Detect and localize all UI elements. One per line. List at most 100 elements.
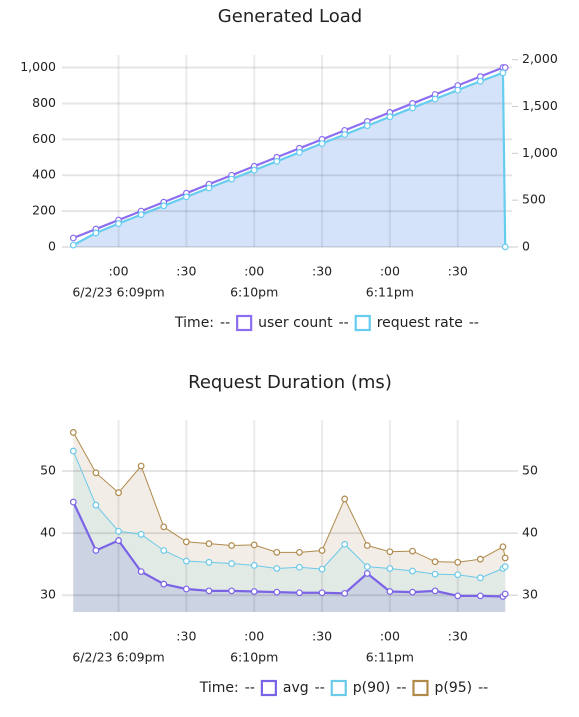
point — [205, 540, 213, 548]
point — [228, 587, 235, 595]
point — [431, 587, 439, 595]
x-tick-label: :00 — [244, 629, 264, 644]
x-tick-label: :30 — [176, 264, 196, 279]
legend: Time: -- avg -- p(90) -- p(95) -- — [199, 680, 488, 696]
point — [386, 588, 394, 595]
y-tick-label: 50 — [40, 462, 56, 477]
point — [296, 563, 303, 571]
y2-tick-label: 50 — [522, 462, 538, 477]
point — [431, 95, 439, 103]
point — [363, 542, 371, 549]
legend-value: -- — [396, 680, 406, 696]
point — [228, 560, 235, 567]
point — [115, 527, 122, 535]
x-tick-label: :00 — [380, 264, 400, 279]
point — [386, 113, 394, 121]
point — [69, 429, 77, 436]
legend-label: request rate — [377, 315, 463, 331]
point — [273, 565, 281, 572]
legend-value: -- — [469, 315, 479, 331]
y-tick-label: 200 — [32, 203, 56, 218]
point — [160, 523, 168, 531]
x-tick-label: :30 — [448, 629, 468, 644]
point — [386, 548, 394, 556]
legend-value: -- — [245, 680, 255, 696]
y2-tick-label: 0 — [522, 239, 530, 254]
area — [73, 72, 506, 247]
y-tick-label: 40 — [40, 525, 56, 540]
legend-label: user count — [258, 315, 333, 331]
legend: Time: -- user count -- request rate -- — [174, 315, 479, 331]
x-tick-sublabel: 6:10pm — [230, 285, 278, 300]
point — [205, 587, 213, 595]
point — [499, 543, 507, 551]
chart-title: Request Duration (ms) — [188, 372, 392, 393]
legend-value: -- — [339, 315, 349, 331]
point — [137, 530, 145, 538]
point — [318, 565, 326, 573]
point — [137, 568, 145, 576]
x-tick-label: :30 — [312, 264, 332, 279]
point — [250, 588, 258, 595]
x-tick-label: :30 — [448, 264, 468, 279]
x-tick-sublabel: 6/2/23 6:09pm — [72, 650, 164, 665]
legend-value: -- — [220, 315, 230, 331]
y2-tick-label: 1,500 — [522, 98, 558, 113]
point — [160, 547, 168, 554]
chart-title: Generated Load — [218, 6, 362, 27]
point — [454, 558, 462, 566]
point — [182, 538, 190, 546]
point — [92, 469, 100, 477]
x-tick-sublabel: 6/2/23 6:09pm — [72, 285, 164, 300]
point — [92, 501, 100, 509]
point — [296, 548, 303, 556]
point — [476, 555, 484, 563]
point — [499, 69, 507, 77]
point — [341, 495, 349, 503]
point — [115, 537, 122, 544]
legend-swatch — [260, 679, 277, 697]
point — [69, 234, 77, 242]
point — [501, 243, 509, 251]
point — [409, 104, 416, 112]
point — [160, 202, 168, 210]
legend-swatch — [330, 679, 347, 697]
point — [501, 590, 509, 598]
legend-swatch — [354, 314, 371, 332]
point — [115, 220, 122, 227]
y2-tick-label: 2,000 — [522, 51, 558, 66]
y-tick-label: 800 — [32, 95, 56, 110]
x-tick-label: :00 — [108, 264, 128, 279]
point — [115, 489, 122, 497]
point — [341, 131, 349, 139]
point — [273, 157, 281, 165]
legend-label: avg — [283, 680, 309, 696]
point — [228, 175, 235, 183]
point — [273, 548, 281, 556]
y-tick-label: 1,000 — [20, 59, 56, 74]
x-tick-label: :00 — [380, 629, 400, 644]
point — [69, 241, 77, 249]
point — [341, 540, 349, 548]
x-tick-sublabel: 6:10pm — [230, 650, 278, 665]
point — [318, 589, 326, 597]
point — [454, 571, 462, 579]
y-tick-label: 0 — [48, 239, 56, 254]
area — [73, 502, 506, 612]
point — [137, 211, 145, 219]
x-tick-label: :00 — [244, 264, 264, 279]
point — [205, 558, 213, 566]
y2-tick-label: 30 — [522, 587, 538, 602]
legend-label: p(95) — [434, 680, 472, 696]
point — [363, 563, 371, 571]
point — [69, 498, 77, 506]
point — [318, 140, 326, 147]
point — [318, 547, 326, 554]
legend-time: Time: — [174, 315, 214, 331]
point — [431, 558, 439, 566]
point — [137, 462, 145, 470]
y2-tick-label: 1,000 — [522, 145, 558, 160]
point — [476, 592, 484, 600]
point — [409, 547, 416, 555]
point — [92, 229, 100, 237]
